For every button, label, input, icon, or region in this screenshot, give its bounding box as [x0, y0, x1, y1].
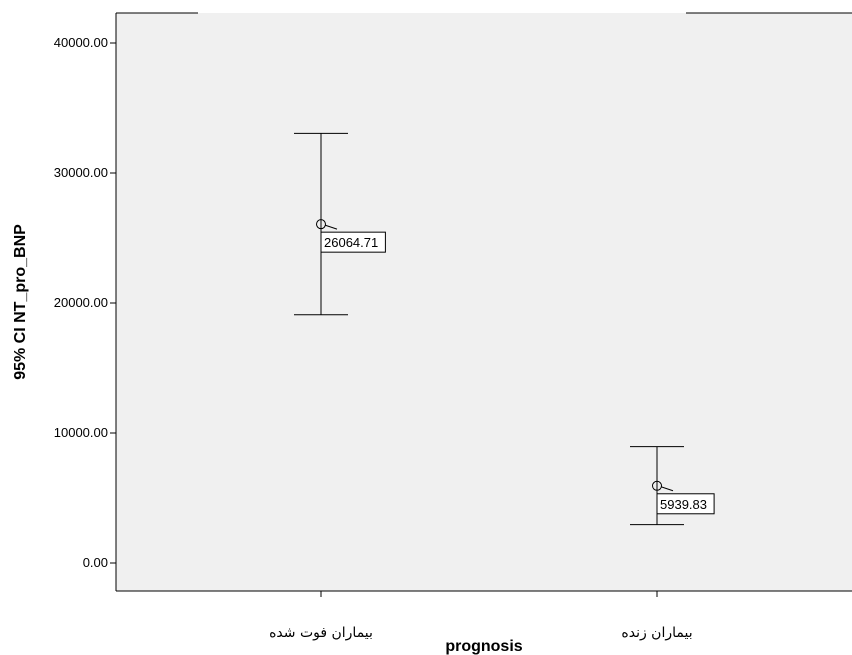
mean-marker: [316, 219, 326, 230]
x-tick-label: بیماران زنده: [621, 625, 692, 641]
data-label-box: [656, 493, 715, 515]
x-axis-title: prognosis: [445, 638, 522, 655]
y-tick-label: 10000.00: [54, 425, 108, 440]
y-tick-label: 40000.00: [54, 35, 108, 50]
data-label: 26064.71: [324, 235, 378, 250]
x-axis: بیماران فوت شده بیماران زنده: [269, 591, 693, 641]
mean-marker: [652, 480, 662, 491]
y-tick-label: 20000.00: [54, 295, 108, 310]
x-tick-label: بیماران فوت شده: [269, 625, 373, 641]
y-tick-label: 0.00: [83, 555, 108, 570]
y-axis-title: 95% CI NT_pro_BNP: [12, 224, 29, 380]
data-label-leader: [660, 486, 674, 492]
data-label-leader: [324, 224, 338, 230]
plot-area: [116, 13, 852, 591]
plot-frame: [115, 12, 852, 592]
error-bars: 26064.71 5939.83: [294, 132, 715, 526]
data-label: 5939.83: [660, 497, 707, 512]
data-label-box: [320, 231, 386, 253]
y-tick-label: 30000.00: [54, 165, 108, 180]
y-axis: 0.00 10000.00 20000.00 30000.00 40000.00: [54, 35, 116, 570]
